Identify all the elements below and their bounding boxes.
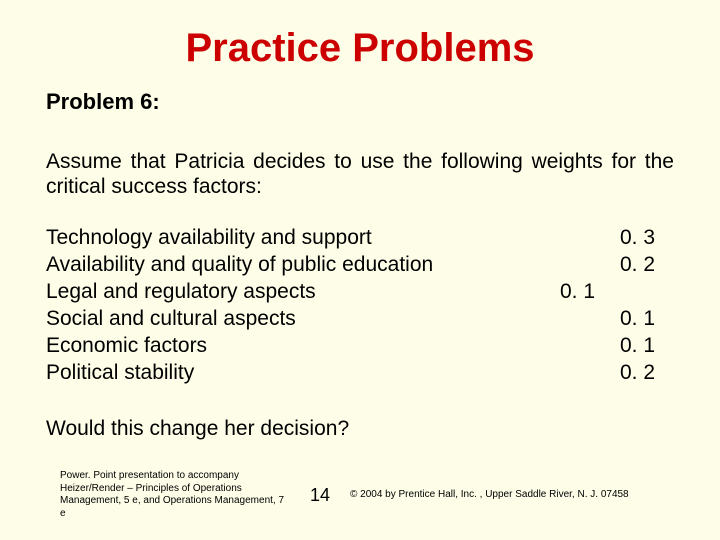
- intro-text: Assume that Patricia decides to use the …: [46, 149, 674, 199]
- factor-weight: 0. 1: [560, 279, 620, 306]
- factors-list: Technology availability and support 0. 3…: [46, 225, 674, 386]
- factor-weight: [560, 225, 620, 252]
- factor-weight: 0. 1: [620, 306, 674, 333]
- factor-weight: 0. 1: [620, 333, 674, 360]
- factor-label: Political stability: [46, 360, 560, 387]
- factor-label: Legal and regulatory aspects: [46, 279, 560, 306]
- factor-label: Social and cultural aspects: [46, 306, 560, 333]
- factor-row: Political stability 0. 2: [46, 360, 674, 387]
- slide: Practice Problems Problem 6: Assume that…: [0, 0, 720, 540]
- factor-weight: [560, 360, 620, 387]
- slide-title: Practice Problems: [0, 0, 720, 71]
- page-number: 14: [290, 484, 350, 507]
- factor-row: Technology availability and support 0. 3: [46, 225, 674, 252]
- problem-heading: Problem 6:: [46, 89, 720, 115]
- factor-row: Availability and quality of public educa…: [46, 252, 674, 279]
- factor-weight: 0. 2: [620, 360, 674, 387]
- factor-weight: 0. 2: [620, 252, 674, 279]
- question-text: Would this change her decision?: [46, 417, 674, 441]
- factor-weight: [560, 252, 620, 279]
- factor-weight: [560, 333, 620, 360]
- footer-left: Power. Point presentation to accompany H…: [60, 470, 290, 520]
- footer: Power. Point presentation to accompany H…: [0, 470, 720, 520]
- factor-row: Economic factors 0. 1: [46, 333, 674, 360]
- factor-label: Technology availability and support: [46, 225, 560, 252]
- factor-label: Availability and quality of public educa…: [46, 252, 560, 279]
- factor-row: Legal and regulatory aspects 0. 1: [46, 279, 674, 306]
- factor-weight: 0. 3: [620, 225, 674, 252]
- factor-weight: [620, 279, 674, 306]
- factor-label: Economic factors: [46, 333, 560, 360]
- factor-row: Social and cultural aspects 0. 1: [46, 306, 674, 333]
- footer-right: © 2004 by Prentice Hall, Inc. , Upper Sa…: [350, 489, 660, 502]
- factor-weight: [560, 306, 620, 333]
